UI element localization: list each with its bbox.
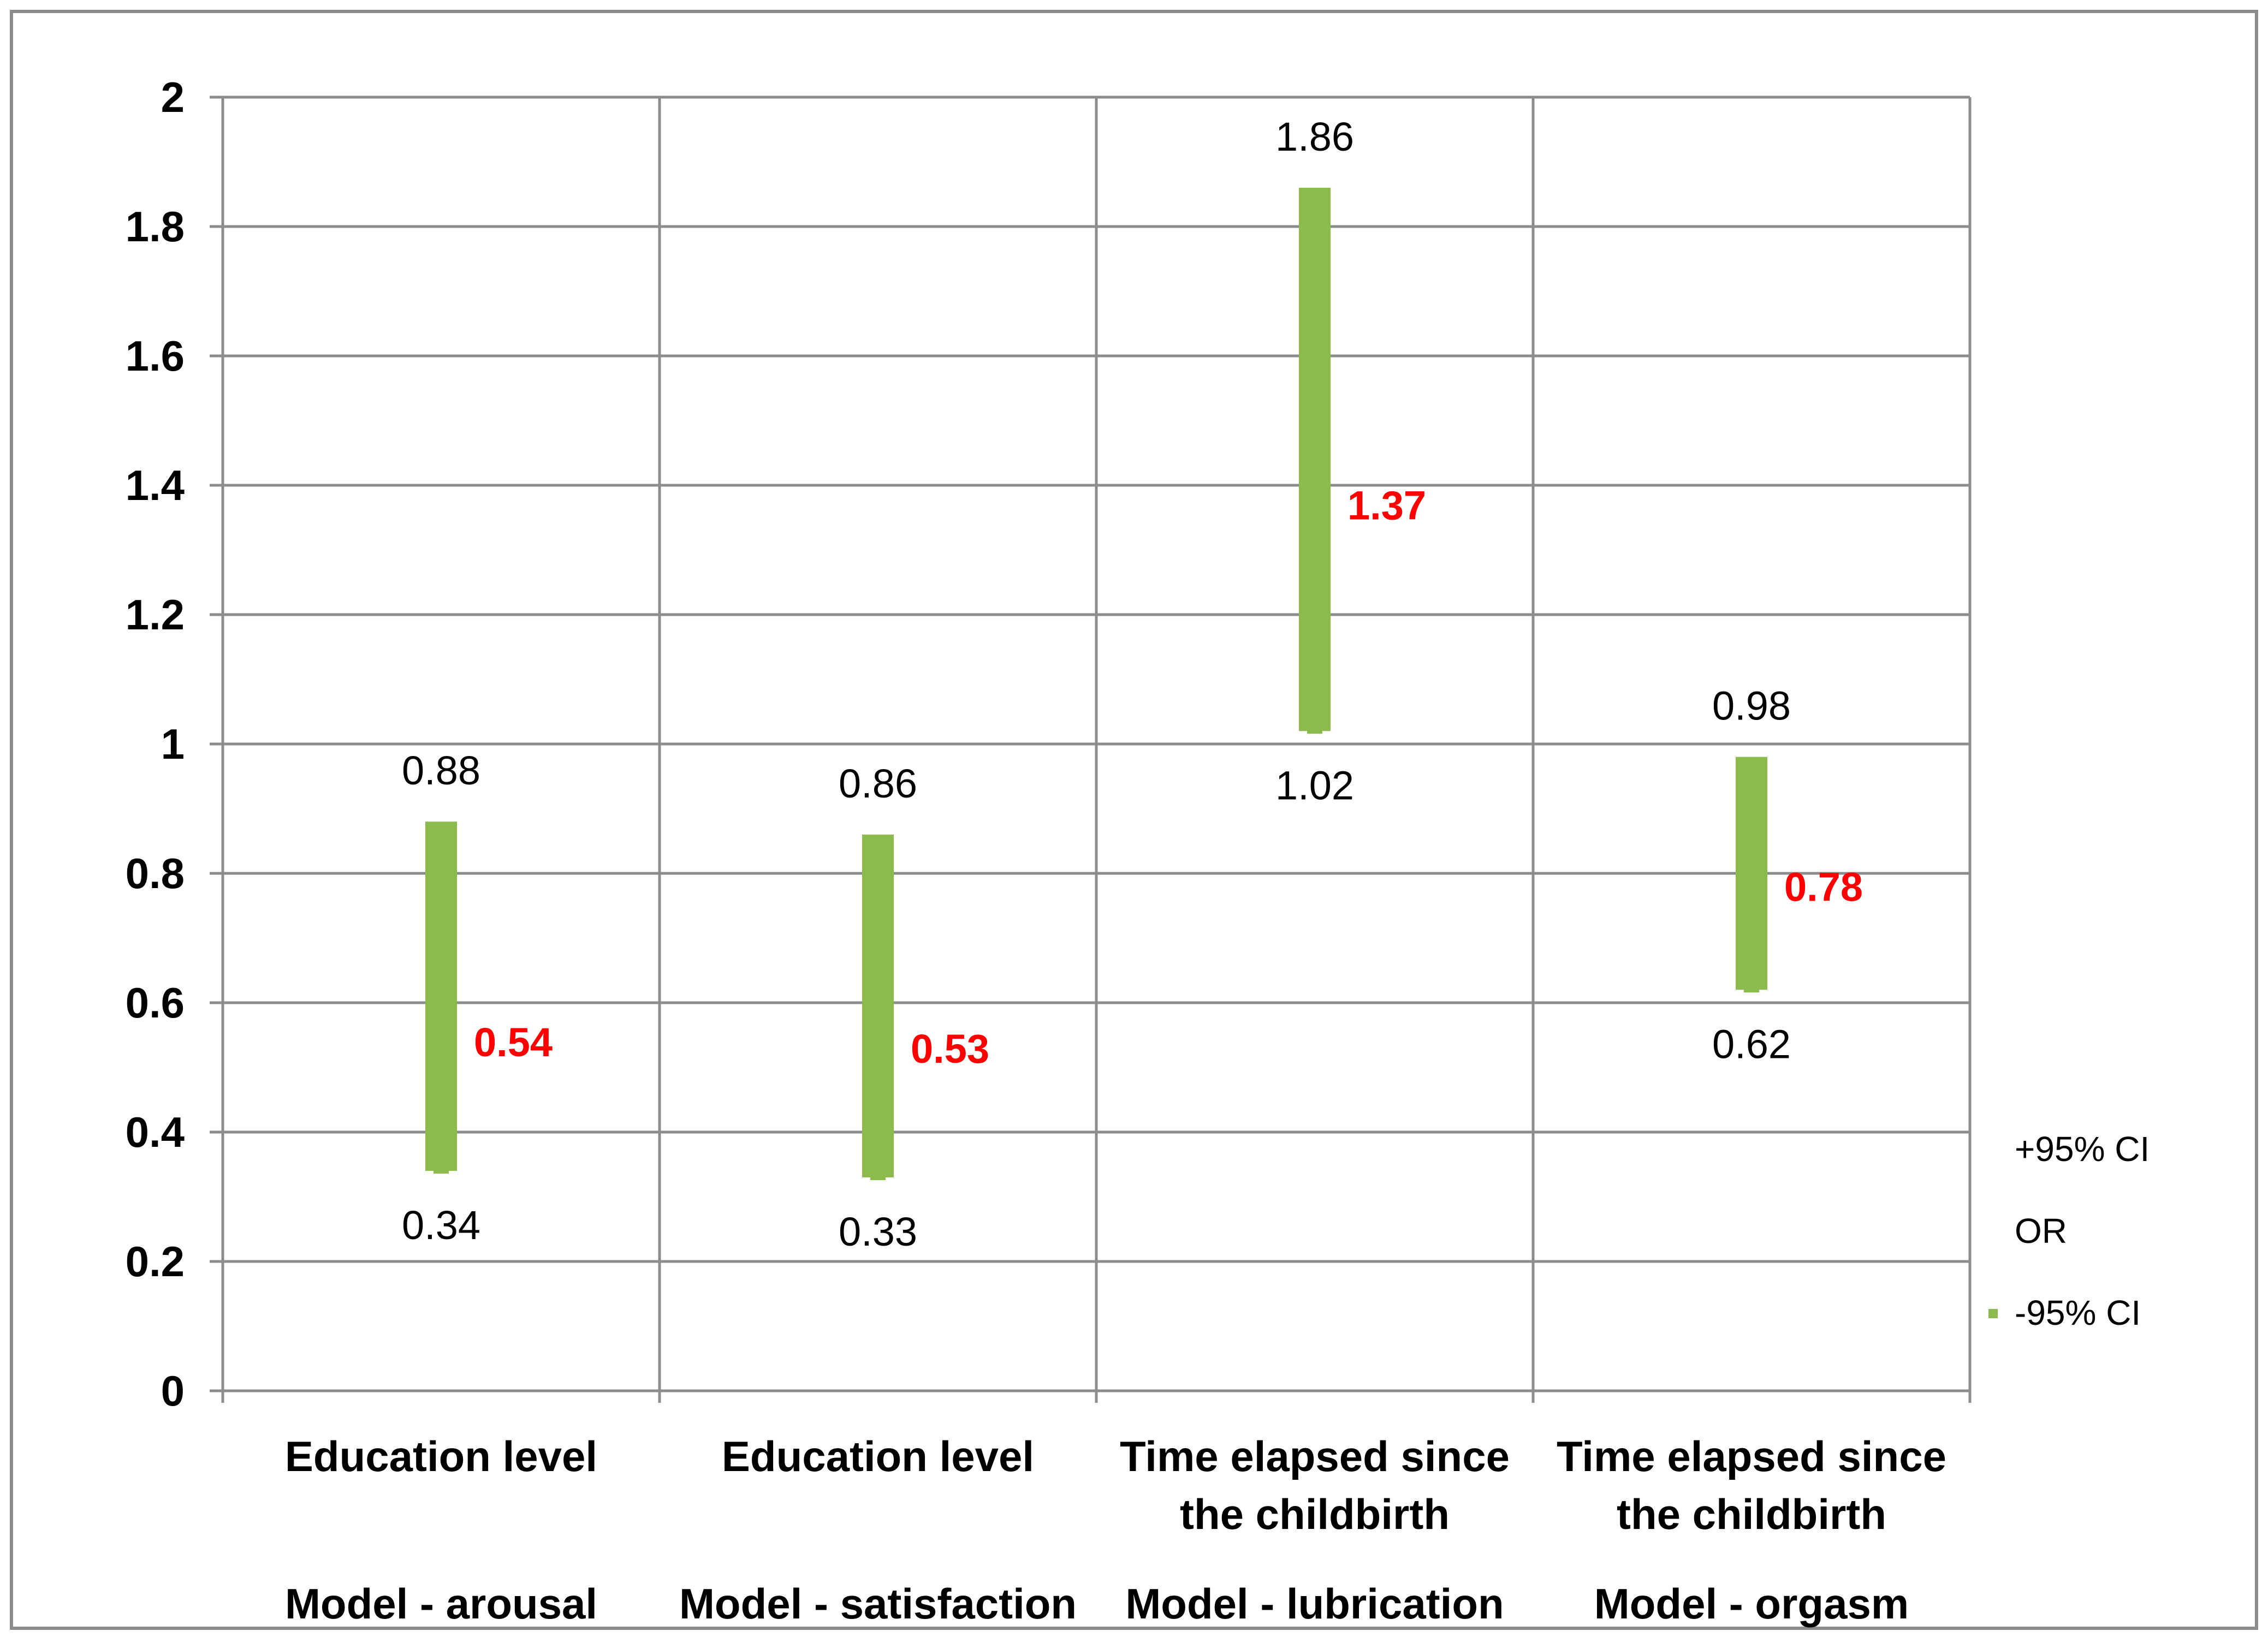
category-label: Education level <box>722 1432 1034 1480</box>
lower-ci-label: 0.62 <box>1712 1021 1791 1067</box>
or-label: 0.78 <box>1784 865 1863 910</box>
lower-ci-label: 0.33 <box>839 1209 917 1254</box>
lower-ci-label: 0.34 <box>402 1203 480 1248</box>
legend-swatch <box>1988 1309 1998 1318</box>
ci-bar <box>862 834 894 1177</box>
category-label: Education level <box>285 1432 597 1480</box>
lower-ci-label: 1.02 <box>1275 763 1354 808</box>
category-label: Time elapsed since <box>1557 1432 1946 1480</box>
or-label: 1.37 <box>1347 483 1426 528</box>
ci-bar <box>425 822 457 1171</box>
upper-ci-label: 1.86 <box>1275 114 1354 159</box>
y-tick-label: 1.2 <box>126 591 185 639</box>
grid-layer <box>210 96 1972 1403</box>
y-tick-label: 1.4 <box>126 461 185 509</box>
y-tick-label: 0.8 <box>126 849 185 897</box>
label-layer: 0 0.2 0.4 0.6 0.8 1 1.2 1.4 1.6 1.8 2 0.88 0.34 0.54 E… <box>126 73 1946 1628</box>
y-tick-label: 1 <box>161 720 185 768</box>
model-label: Model - satisfaction <box>679 1580 1077 1628</box>
y-tick-label: 0.4 <box>126 1108 185 1156</box>
or-label: 0.53 <box>911 1026 989 1071</box>
legend-label: OR <box>2015 1211 2067 1251</box>
ci-bar <box>1299 187 1331 731</box>
model-label: Model - orgasm <box>1594 1580 1909 1628</box>
upper-ci-label: 0.88 <box>402 748 480 793</box>
legend: +95% CI OR -95% CI <box>1988 1129 2150 1332</box>
category-label: the childbirth <box>1617 1490 1886 1538</box>
model-label: Model - lubrication <box>1125 1580 1504 1628</box>
legend-label: -95% CI <box>2015 1293 2141 1332</box>
y-tick-label: 2 <box>161 73 185 121</box>
y-tick-label: 1.8 <box>126 203 185 251</box>
category-label: the childbirth <box>1180 1490 1450 1538</box>
upper-ci-label: 0.86 <box>839 761 917 806</box>
chart-frame <box>10 10 2258 1630</box>
model-label: Model - arousal <box>285 1580 597 1628</box>
or-label: 0.54 <box>474 1020 553 1065</box>
category-label: Time elapsed since <box>1120 1432 1510 1480</box>
y-tick-label: 0.6 <box>126 979 185 1027</box>
bar-layer <box>425 187 1767 1180</box>
y-tick-label: 1.6 <box>126 332 185 380</box>
upper-ci-label: 0.98 <box>1712 683 1791 729</box>
legend-label: +95% CI <box>2015 1129 2150 1169</box>
y-tick-label: 0 <box>161 1367 185 1415</box>
y-tick-label: 0.2 <box>126 1237 185 1285</box>
ci-bar <box>1736 757 1767 990</box>
